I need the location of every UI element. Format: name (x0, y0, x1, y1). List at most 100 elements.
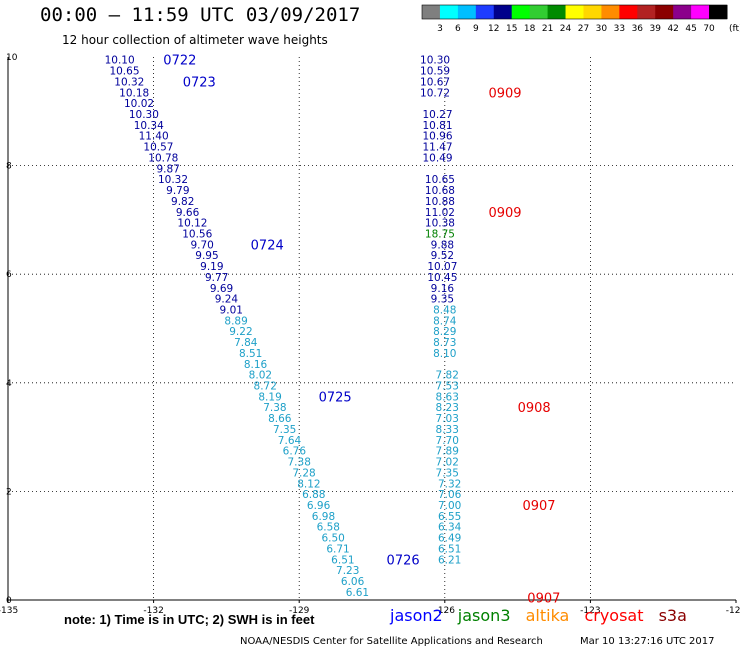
swh-value: 6.51 (331, 554, 354, 566)
swh-value: 10.07 (427, 261, 457, 273)
swh-value: 6.49 (438, 533, 461, 545)
satellite-legend: jason2 jason3 altika cryosat s3a (390, 606, 697, 625)
colorbar-label: 45 (685, 24, 696, 34)
legend-cryosat: cryosat (584, 606, 644, 625)
swh-value: 8.74 (433, 315, 457, 327)
swh-value: 9.22 (229, 326, 252, 338)
colorbar-swatch (601, 5, 620, 19)
swh-value: 9.24 (215, 294, 239, 306)
y-tick-label: 2 (6, 487, 12, 497)
swh-value: 11.40 (139, 131, 169, 143)
chart-subtitle: 12 hour collection of altimeter wave hei… (62, 33, 328, 47)
swh-value: 7.28 (292, 467, 315, 479)
swh-value: 8.48 (433, 304, 456, 316)
swh-value: 10.27 (422, 109, 452, 121)
colorbar-swatch (547, 5, 567, 19)
legend-altika: altika (525, 606, 570, 625)
colorbar-swatch (583, 5, 602, 19)
swh-value: 10.02 (124, 98, 154, 110)
colorbar-label: 12 (488, 24, 499, 34)
colorbar-label: 30 (596, 24, 608, 34)
swh-value: 6.61 (346, 587, 369, 599)
swh-value: 8.73 (433, 337, 456, 349)
colorbar-label: 18 (524, 24, 536, 34)
x-tick-label: -120 (726, 606, 740, 616)
swh-value: 7.84 (234, 337, 258, 349)
swh-value: 6.96 (307, 500, 331, 512)
swh-value: 8.33 (436, 424, 459, 436)
colorbar-label: 33 (614, 24, 625, 34)
swh-value: 10.78 (148, 152, 178, 164)
swh-value: 9.16 (431, 283, 455, 295)
colorbar-swatch (655, 5, 674, 19)
swh-value: 10.88 (425, 196, 455, 208)
colorbar-label: 9 (473, 24, 479, 34)
swh-value: 6.76 (283, 446, 307, 458)
colorbar-label: 6 (455, 24, 461, 34)
y-tick-label: 10 (6, 53, 18, 63)
colorbar-label: 36 (632, 24, 644, 34)
colorbar-swatch (511, 5, 531, 19)
legend-jason3: jason3 (457, 606, 511, 625)
units-note: note: 1) Time is in UTC; 2) SWH is in fe… (64, 612, 315, 627)
swh-value: 10.32 (114, 76, 144, 88)
swh-value: 10.34 (134, 120, 164, 132)
y-tick-label: 8 (6, 162, 12, 172)
swh-value: 9.66 (176, 207, 200, 219)
colorbar-swatch (709, 5, 728, 19)
swh-value: 10.56 (182, 228, 212, 240)
swh-value: 6.06 (341, 576, 365, 588)
swh-value: 7.23 (336, 565, 359, 577)
swh-value: 8.10 (433, 348, 456, 360)
swh-value: 10.12 (177, 218, 207, 230)
colorbar-swatch (637, 5, 656, 19)
swh-value: 10.18 (119, 87, 149, 99)
swh-value: 8.66 (268, 413, 292, 425)
colorbar-label: 21 (542, 24, 553, 34)
swh-value: 10.81 (422, 120, 452, 132)
swh-value: 10.45 (427, 272, 457, 284)
colorbar-swatch (619, 5, 638, 19)
swh-value: 10.65 (109, 66, 139, 78)
colorbar-frame (421, 4, 728, 20)
swh-value: 18.75 (425, 228, 455, 240)
swh-value: 9.01 (220, 304, 243, 316)
y-tick-label: 0 (6, 596, 12, 606)
grid-lines (8, 57, 736, 600)
swh-value: 7.64 (278, 435, 302, 447)
swh-value: 9.82 (171, 196, 194, 208)
swh-value: 10.30 (129, 109, 159, 121)
swh-value: 6.34 (438, 522, 462, 534)
colorbar-label: 24 (560, 24, 572, 34)
swh-value: 6.51 (438, 543, 461, 555)
colorbar-label: 42 (667, 24, 678, 34)
swh-value: 9.95 (195, 250, 218, 262)
swh-value: 10.49 (422, 152, 452, 164)
swh-value: 10.10 (105, 55, 135, 67)
swh-value: 10.72 (420, 87, 450, 99)
swh-value: 7.82 (436, 370, 459, 382)
swh-value: 9.77 (205, 272, 228, 284)
x-tick-label: -126 (435, 606, 456, 616)
swh-value: 6.50 (321, 533, 344, 545)
swh-value: 11.47 (422, 142, 452, 154)
swh-value: 7.38 (263, 402, 286, 414)
swh-value: 7.06 (438, 489, 462, 501)
swh-value: 8.16 (244, 359, 268, 371)
swh-value: 7.32 (438, 478, 461, 490)
colorbar-swatch (422, 5, 441, 19)
swh-value: 7.38 (288, 457, 311, 469)
colorbar-label: 39 (650, 24, 662, 34)
swh-value: 9.88 (431, 239, 454, 251)
swh-values: 10.1010.6510.3210.1810.0210.3010.3411.40… (105, 55, 462, 599)
swh-value: 8.89 (224, 315, 247, 327)
time-label: 0909 (488, 206, 521, 221)
time-label: 0908 (518, 401, 551, 416)
swh-value: 8.19 (258, 391, 281, 403)
swh-value: 6.98 (312, 511, 335, 523)
y-tick-label: 6 (6, 270, 12, 280)
swh-value: 8.02 (249, 370, 272, 382)
colorbar-swatch (529, 5, 549, 19)
colorbar-swatch (673, 5, 692, 19)
